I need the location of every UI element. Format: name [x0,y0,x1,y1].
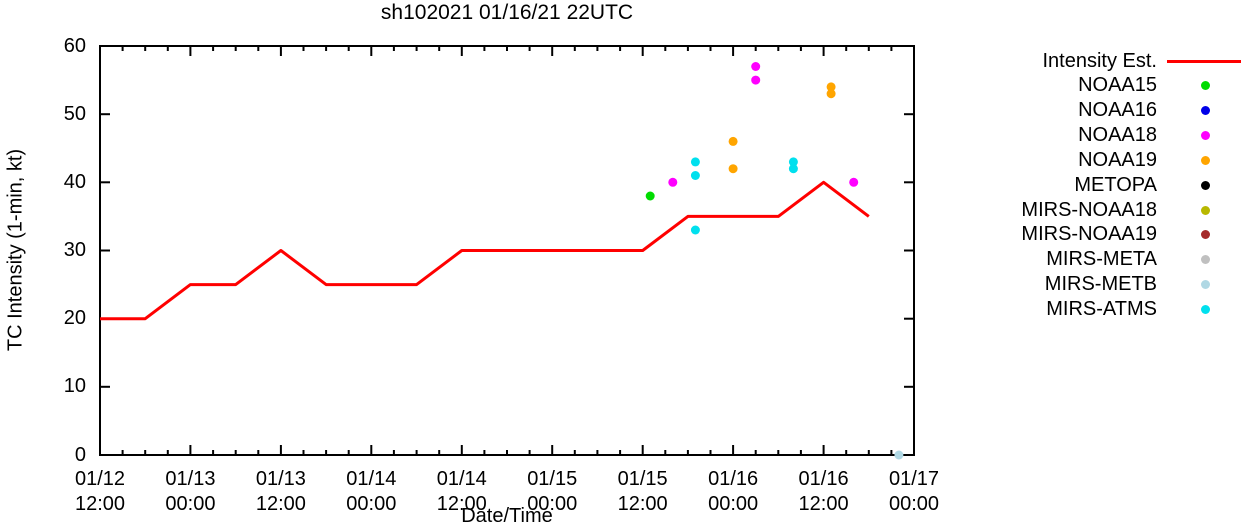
y-tick-label: 10 [63,375,86,398]
x-tick-time: 00:00 [165,493,216,515]
legend-marker-noaa15 [1200,81,1210,91]
noaa19-point [826,89,836,99]
x-tick-date: 01/13 [255,468,306,490]
x-tick-label: 01/13 00:00 [145,467,235,517]
x-tick-label: 01/12 12:00 [55,467,145,517]
legend-label-noaa15: NOAA15 [1078,74,1157,97]
mirs-atms-point [690,225,700,235]
legend-marker-mirs-atms [1200,305,1210,314]
legend-label-mirs-meta: MIRS-META [1046,248,1157,271]
mirs-atms-point [690,157,700,167]
y-tick-label: 40 [63,170,86,193]
x-tick-date: 01/15 [527,468,578,490]
x-tick-date: 01/15 [617,468,668,490]
legend-marker-noaa19 [1200,155,1210,165]
x-tick-time: 00:00 [527,493,578,515]
x-tick-date: 01/12 [74,468,126,490]
x-tick-date: 01/14 [436,468,487,490]
legend-marker-mirs-metb [1200,280,1210,290]
chart-title: sh102021 01/16/21 22UTC [380,1,634,24]
x-tick-label: 01/15 00:00 [507,467,597,517]
legend-label-noaa18: NOAA18 [1078,124,1157,147]
y-tick-label: 30 [63,239,86,261]
x-tick-time: 12:00 [255,493,306,515]
noaa18-point [849,177,859,187]
intensity-est--line [100,180,870,321]
legend-marker-mirs-noaa18 [1200,205,1210,215]
x-tick-label: 01/14 00:00 [326,467,416,517]
legend-label-noaa19: NOAA19 [1078,148,1157,171]
x-tick-time: 00:00 [888,493,940,515]
x-tick-date: 01/16 [708,468,759,490]
x-tick-date: 01/16 [798,468,849,490]
x-tick-date: 01/17 [888,468,940,490]
x-tick-time: 12:00 [74,493,126,515]
x-tick-label: 01/16 12:00 [779,467,869,517]
noaa18-point [751,62,761,71]
x-tick-time: 12:00 [436,493,487,515]
x-tick-time: 12:00 [798,493,849,515]
x-axis-label: Date/Time [461,505,553,527]
x-tick-time: 12:00 [617,493,668,515]
legend-line-sample [1167,59,1241,63]
noaa19-point [728,164,738,174]
x-tick-time: 00:00 [346,493,397,515]
legend-label-metopa: METOPA [1074,173,1157,196]
noaa18-point [751,75,761,85]
noaa15-point [645,191,655,201]
legend-marker-noaa18 [1200,131,1210,141]
legend-label-mirs-atms: MIRS-ATMS [1046,298,1157,320]
legend-label-mirs-metb: MIRS-METB [1044,273,1157,296]
noaa18-point [668,177,678,187]
x-tick-date: 01/14 [346,468,397,490]
noaa19-point [826,82,836,92]
legend-label-mirs-noaa18: MIRS-NOAA18 [1021,198,1157,221]
legend-label-intensity-est-: Intensity Est. [1042,49,1158,72]
legend-marker-mirs-noaa19 [1200,230,1210,240]
mirs-metb-point [894,450,904,460]
x-tick-label: 01/13 12:00 [236,467,326,517]
x-tick-label: 01/16 00:00 [688,467,778,517]
x-tick-label: 01/15 12:00 [598,467,688,517]
y-tick-label: 0 [74,443,86,466]
x-tick-label: 01/17 00:00 [869,467,959,517]
noaa19-point [728,136,738,146]
legend-marker-metopa [1200,180,1210,190]
mirs-atms-point [788,164,798,174]
legend-label-noaa16: NOAA16 [1078,99,1157,122]
y-tick-label: 20 [63,307,86,330]
x-tick-date: 01/13 [165,468,216,490]
y-tick-label: 60 [63,34,86,57]
y-tick-label: 50 [63,102,86,125]
x-tick-label: 01/14 12:00 [417,467,507,517]
legend-marker-noaa16 [1200,106,1210,116]
x-tick-time: 00:00 [708,493,759,515]
legend-marker-mirs-meta [1200,255,1210,265]
legend-label-mirs-noaa19: MIRS-NOAA19 [1021,223,1157,246]
mirs-atms-point [788,157,798,167]
mirs-atms-point [690,171,700,180]
